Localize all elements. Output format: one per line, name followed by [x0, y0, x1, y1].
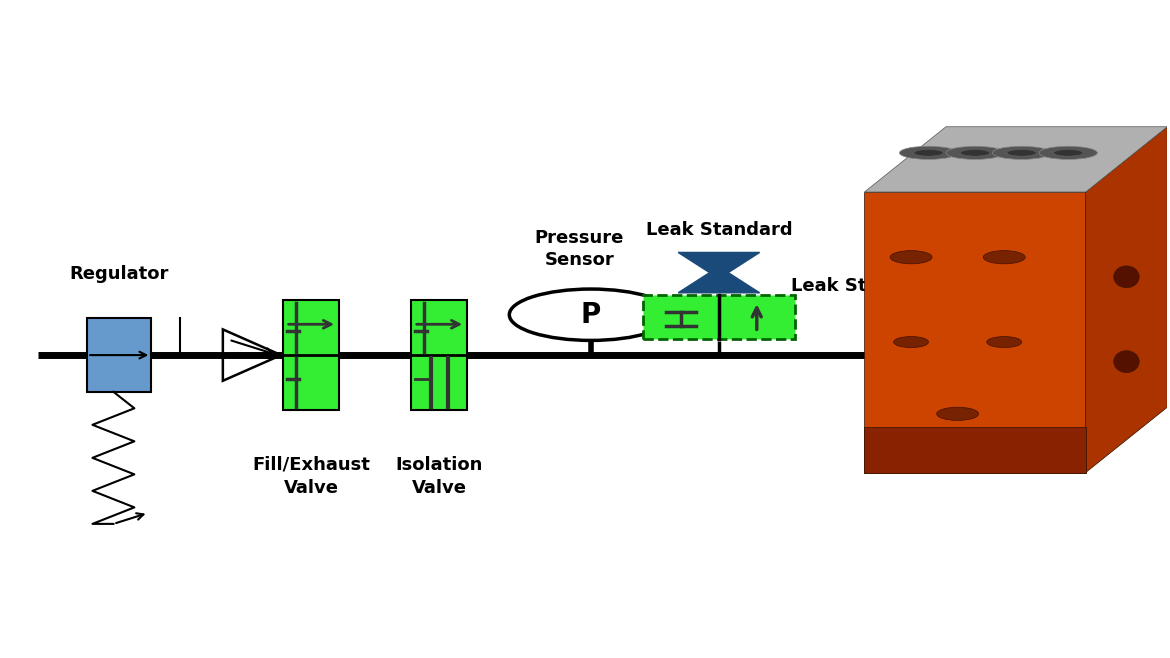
Ellipse shape: [900, 146, 957, 159]
Ellipse shape: [894, 336, 929, 347]
Polygon shape: [679, 272, 759, 293]
Ellipse shape: [914, 149, 943, 156]
Text: Isolation
Valve: Isolation Valve: [395, 456, 483, 497]
Bar: [283, 300, 339, 410]
Ellipse shape: [1007, 149, 1037, 156]
Text: Fill/Exhaust
Valve: Fill/Exhaust Valve: [253, 456, 370, 497]
Bar: [412, 300, 467, 410]
Ellipse shape: [986, 336, 1021, 347]
Bar: [88, 318, 151, 392]
Ellipse shape: [890, 251, 932, 264]
Ellipse shape: [509, 289, 673, 340]
Ellipse shape: [1114, 266, 1140, 288]
Ellipse shape: [992, 146, 1051, 159]
Text: Leak Standard Isolation
Valve: Leak Standard Isolation Valve: [791, 277, 1031, 317]
Text: Leak Standard: Leak Standard: [646, 221, 792, 240]
Ellipse shape: [961, 149, 990, 156]
Polygon shape: [865, 192, 1086, 472]
Text: Regulator: Regulator: [69, 265, 168, 282]
Text: P: P: [580, 301, 601, 329]
Ellipse shape: [1114, 351, 1140, 372]
Bar: [644, 295, 794, 339]
Polygon shape: [865, 427, 1086, 472]
Polygon shape: [679, 253, 759, 272]
Ellipse shape: [937, 407, 978, 420]
Ellipse shape: [1054, 149, 1082, 156]
Ellipse shape: [983, 251, 1025, 264]
Polygon shape: [865, 127, 1168, 192]
Polygon shape: [1086, 127, 1168, 472]
Ellipse shape: [1039, 146, 1097, 159]
Ellipse shape: [947, 146, 1004, 159]
Text: Pressure
Sensor: Pressure Sensor: [535, 229, 624, 270]
